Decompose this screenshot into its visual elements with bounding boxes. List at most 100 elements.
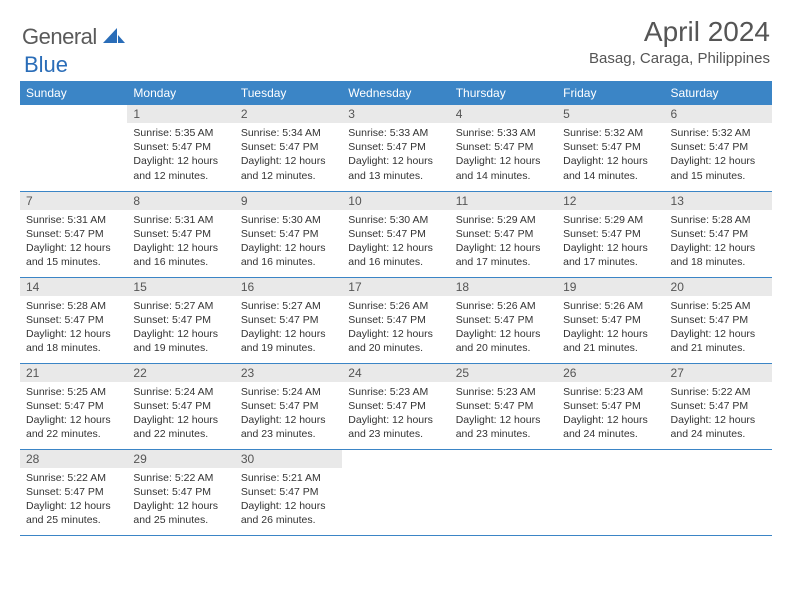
day-number: 26 xyxy=(557,364,664,382)
weekday-header: Saturday xyxy=(665,81,772,105)
sunrise-text: Sunrise: 5:22 AM xyxy=(133,471,228,485)
day-details: Sunrise: 5:23 AMSunset: 5:47 PMDaylight:… xyxy=(450,382,557,445)
sunrise-text: Sunrise: 5:35 AM xyxy=(133,126,228,140)
daylight-text: Daylight: 12 hours and 17 minutes. xyxy=(563,241,658,269)
day-number: 5 xyxy=(557,105,664,123)
day-details: Sunrise: 5:35 AMSunset: 5:47 PMDaylight:… xyxy=(127,123,234,186)
day-number: 23 xyxy=(235,364,342,382)
sunset-text: Sunset: 5:47 PM xyxy=(456,227,551,241)
day-number: 29 xyxy=(127,450,234,468)
calendar-cell: 26Sunrise: 5:23 AMSunset: 5:47 PMDayligh… xyxy=(557,363,664,449)
sunset-text: Sunset: 5:47 PM xyxy=(671,140,766,154)
day-details: Sunrise: 5:24 AMSunset: 5:47 PMDaylight:… xyxy=(235,382,342,445)
calendar-cell: 25Sunrise: 5:23 AMSunset: 5:47 PMDayligh… xyxy=(450,363,557,449)
day-number: 17 xyxy=(342,278,449,296)
sunrise-text: Sunrise: 5:28 AM xyxy=(671,213,766,227)
day-number: 20 xyxy=(665,278,772,296)
sunset-text: Sunset: 5:47 PM xyxy=(133,227,228,241)
sunset-text: Sunset: 5:47 PM xyxy=(241,399,336,413)
sunset-text: Sunset: 5:47 PM xyxy=(133,485,228,499)
day-number: 2 xyxy=(235,105,342,123)
sunset-text: Sunset: 5:47 PM xyxy=(563,227,658,241)
sunrise-text: Sunrise: 5:23 AM xyxy=(456,385,551,399)
sunrise-text: Sunrise: 5:29 AM xyxy=(563,213,658,227)
day-number: 12 xyxy=(557,192,664,210)
calendar-cell: 3Sunrise: 5:33 AMSunset: 5:47 PMDaylight… xyxy=(342,105,449,191)
calendar-row: 21Sunrise: 5:25 AMSunset: 5:47 PMDayligh… xyxy=(20,363,772,449)
calendar-cell xyxy=(557,449,664,535)
day-details: Sunrise: 5:29 AMSunset: 5:47 PMDaylight:… xyxy=(557,210,664,273)
daylight-text: Daylight: 12 hours and 12 minutes. xyxy=(133,154,228,182)
sunset-text: Sunset: 5:47 PM xyxy=(241,485,336,499)
day-details: Sunrise: 5:33 AMSunset: 5:47 PMDaylight:… xyxy=(342,123,449,186)
day-number xyxy=(20,105,127,109)
calendar-cell: 1Sunrise: 5:35 AMSunset: 5:47 PMDaylight… xyxy=(127,105,234,191)
day-number xyxy=(665,450,772,454)
calendar-cell: 9Sunrise: 5:30 AMSunset: 5:47 PMDaylight… xyxy=(235,191,342,277)
day-number: 19 xyxy=(557,278,664,296)
calendar-cell: 8Sunrise: 5:31 AMSunset: 5:47 PMDaylight… xyxy=(127,191,234,277)
day-number: 10 xyxy=(342,192,449,210)
day-number xyxy=(450,450,557,454)
sunset-text: Sunset: 5:47 PM xyxy=(563,313,658,327)
calendar-cell: 4Sunrise: 5:33 AMSunset: 5:47 PMDaylight… xyxy=(450,105,557,191)
sunset-text: Sunset: 5:47 PM xyxy=(671,227,766,241)
daylight-text: Daylight: 12 hours and 19 minutes. xyxy=(241,327,336,355)
sunset-text: Sunset: 5:47 PM xyxy=(241,227,336,241)
title-block: April 2024 Basag, Caraga, Philippines xyxy=(589,16,770,67)
sunrise-text: Sunrise: 5:21 AM xyxy=(241,471,336,485)
calendar-cell: 24Sunrise: 5:23 AMSunset: 5:47 PMDayligh… xyxy=(342,363,449,449)
calendar-row: 28Sunrise: 5:22 AMSunset: 5:47 PMDayligh… xyxy=(20,449,772,535)
daylight-text: Daylight: 12 hours and 22 minutes. xyxy=(26,413,121,441)
sunset-text: Sunset: 5:47 PM xyxy=(26,485,121,499)
day-details: Sunrise: 5:26 AMSunset: 5:47 PMDaylight:… xyxy=(557,296,664,359)
calendar-cell: 7Sunrise: 5:31 AMSunset: 5:47 PMDaylight… xyxy=(20,191,127,277)
day-details: Sunrise: 5:26 AMSunset: 5:47 PMDaylight:… xyxy=(450,296,557,359)
calendar-cell xyxy=(20,105,127,191)
sunset-text: Sunset: 5:47 PM xyxy=(563,140,658,154)
sunset-text: Sunset: 5:47 PM xyxy=(348,313,443,327)
day-details: Sunrise: 5:22 AMSunset: 5:47 PMDaylight:… xyxy=(127,468,234,531)
sunset-text: Sunset: 5:47 PM xyxy=(348,227,443,241)
daylight-text: Daylight: 12 hours and 20 minutes. xyxy=(348,327,443,355)
daylight-text: Daylight: 12 hours and 18 minutes. xyxy=(671,241,766,269)
sunset-text: Sunset: 5:47 PM xyxy=(26,313,121,327)
day-details: Sunrise: 5:27 AMSunset: 5:47 PMDaylight:… xyxy=(127,296,234,359)
calendar-cell: 11Sunrise: 5:29 AMSunset: 5:47 PMDayligh… xyxy=(450,191,557,277)
day-number xyxy=(342,450,449,454)
day-number xyxy=(557,450,664,454)
day-details: Sunrise: 5:23 AMSunset: 5:47 PMDaylight:… xyxy=(342,382,449,445)
sunrise-text: Sunrise: 5:34 AM xyxy=(241,126,336,140)
sunset-text: Sunset: 5:47 PM xyxy=(26,399,121,413)
calendar-cell: 13Sunrise: 5:28 AMSunset: 5:47 PMDayligh… xyxy=(665,191,772,277)
daylight-text: Daylight: 12 hours and 18 minutes. xyxy=(26,327,121,355)
day-number: 28 xyxy=(20,450,127,468)
sunrise-text: Sunrise: 5:30 AM xyxy=(348,213,443,227)
sunset-text: Sunset: 5:47 PM xyxy=(671,399,766,413)
sunrise-text: Sunrise: 5:27 AM xyxy=(241,299,336,313)
daylight-text: Daylight: 12 hours and 16 minutes. xyxy=(133,241,228,269)
weekday-header: Tuesday xyxy=(235,81,342,105)
weekday-header: Wednesday xyxy=(342,81,449,105)
day-details: Sunrise: 5:24 AMSunset: 5:47 PMDaylight:… xyxy=(127,382,234,445)
sunrise-text: Sunrise: 5:25 AM xyxy=(26,385,121,399)
calendar-cell: 5Sunrise: 5:32 AMSunset: 5:47 PMDaylight… xyxy=(557,105,664,191)
day-details: Sunrise: 5:34 AMSunset: 5:47 PMDaylight:… xyxy=(235,123,342,186)
day-number: 1 xyxy=(127,105,234,123)
day-number: 27 xyxy=(665,364,772,382)
calendar-cell: 10Sunrise: 5:30 AMSunset: 5:47 PMDayligh… xyxy=(342,191,449,277)
day-details: Sunrise: 5:22 AMSunset: 5:47 PMDaylight:… xyxy=(20,468,127,531)
daylight-text: Daylight: 12 hours and 23 minutes. xyxy=(348,413,443,441)
calendar-cell: 28Sunrise: 5:22 AMSunset: 5:47 PMDayligh… xyxy=(20,449,127,535)
calendar-cell: 20Sunrise: 5:25 AMSunset: 5:47 PMDayligh… xyxy=(665,277,772,363)
sunrise-text: Sunrise: 5:26 AM xyxy=(348,299,443,313)
calendar-cell: 18Sunrise: 5:26 AMSunset: 5:47 PMDayligh… xyxy=(450,277,557,363)
calendar-cell: 6Sunrise: 5:32 AMSunset: 5:47 PMDaylight… xyxy=(665,105,772,191)
logo-sail-icon xyxy=(103,26,125,49)
day-details: Sunrise: 5:25 AMSunset: 5:47 PMDaylight:… xyxy=(665,296,772,359)
sunset-text: Sunset: 5:47 PM xyxy=(133,313,228,327)
calendar-cell: 27Sunrise: 5:22 AMSunset: 5:47 PMDayligh… xyxy=(665,363,772,449)
day-number: 15 xyxy=(127,278,234,296)
daylight-text: Daylight: 12 hours and 14 minutes. xyxy=(456,154,551,182)
daylight-text: Daylight: 12 hours and 17 minutes. xyxy=(456,241,551,269)
